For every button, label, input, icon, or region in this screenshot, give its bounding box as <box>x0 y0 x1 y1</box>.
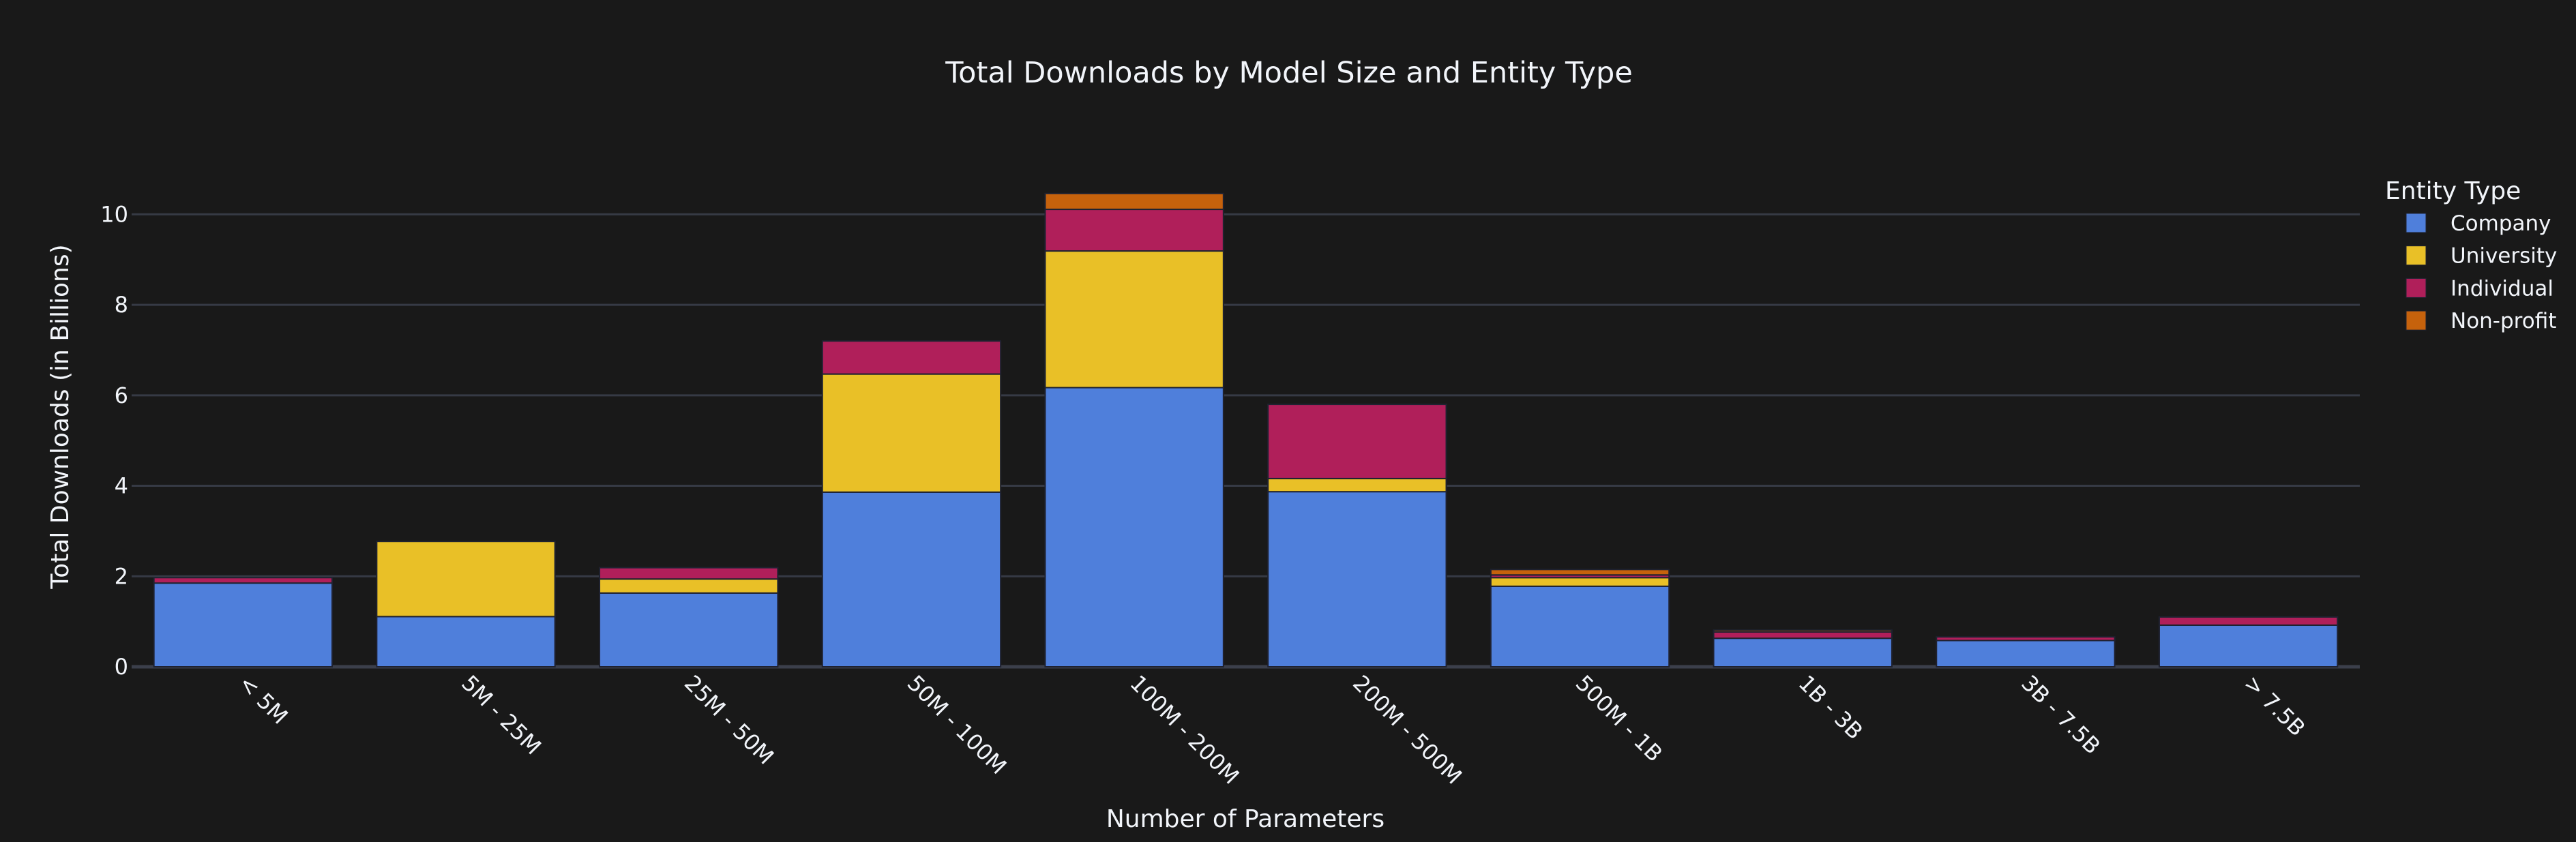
x-axis-ticks: < 5M 5M - 25M 25M - 50M 50M - 100M 100M - 20… <box>234 670 2311 790</box>
bar-segment-university[interactable] <box>1490 577 1670 587</box>
x-tick-label: > 7.5B <box>2239 670 2311 742</box>
y-tick-label: 6 <box>115 382 128 408</box>
legend-items: Company University Individual Non-profit <box>2405 211 2557 333</box>
bar-stack[interactable] <box>1713 629 1893 668</box>
bar-segment-individual[interactable] <box>1936 636 2116 642</box>
bar-segment-university[interactable] <box>599 578 779 594</box>
bar-stack[interactable] <box>1490 569 1670 668</box>
bar-stack[interactable] <box>1044 192 1224 667</box>
x-tick-label: 3B - 7.5B <box>2016 670 2105 760</box>
legend-swatch-icon <box>2405 245 2427 266</box>
bar-segment-university[interactable] <box>376 541 556 618</box>
legend-item[interactable]: Company <box>2405 211 2551 236</box>
bar-segment-university[interactable] <box>821 373 1002 493</box>
y-axis-title: Total Downloads (in Billions) <box>46 244 74 589</box>
x-tick-label: < 5M <box>234 670 293 730</box>
y-tick-label: 8 <box>115 292 128 318</box>
bar-stack[interactable] <box>821 340 1002 667</box>
bar-segment-non-profit[interactable] <box>1713 629 1893 633</box>
chart-title: Total Downloads by Model Size and Entity… <box>945 56 1633 90</box>
bar-segment-company[interactable] <box>153 582 334 668</box>
legend-label: University <box>2451 244 2557 269</box>
bar-stack[interactable] <box>599 567 779 667</box>
y-tick-label: 4 <box>115 473 128 499</box>
bar-segment-individual[interactable] <box>599 567 779 580</box>
x-tick-label: 100M - 200M <box>1125 670 1244 790</box>
bar-segment-individual[interactable] <box>153 577 334 584</box>
bar-segment-individual[interactable] <box>821 340 1002 375</box>
bar-segment-company[interactable] <box>1936 640 2116 668</box>
bar-segment-individual[interactable] <box>2158 616 2339 626</box>
bar-segment-university[interactable] <box>1267 477 1447 493</box>
y-tick-label: 10 <box>100 201 128 227</box>
bar-segment-university[interactable] <box>1044 250 1224 389</box>
bar-stack[interactable] <box>376 541 556 667</box>
bar-segment-company[interactable] <box>376 616 556 667</box>
y-tick-label: 0 <box>115 654 128 680</box>
x-tick-label: 500M - 1B <box>1571 670 1668 767</box>
bar-stack[interactable] <box>153 577 334 668</box>
x-tick-label: 25M - 50M <box>679 670 779 770</box>
bar-segment-individual[interactable] <box>1267 404 1447 479</box>
x-tick-label: 200M - 500M <box>1348 670 1467 790</box>
bar-segment-company[interactable] <box>1267 491 1447 667</box>
bar-segment-non-profit[interactable] <box>1490 569 1670 576</box>
y-axis-ticks: 0 2 4 6 8 10 <box>100 201 128 680</box>
legend: Entity Type Company University Individual N… <box>2385 177 2557 333</box>
legend-item[interactable]: Non-profit <box>2405 309 2556 333</box>
legend-label: Non-profit <box>2451 309 2556 333</box>
bar-segment-non-profit[interactable] <box>1044 192 1224 211</box>
bar-stack[interactable] <box>1936 636 2116 668</box>
legend-swatch-icon <box>2405 310 2427 331</box>
bar-segment-company[interactable] <box>1490 585 1670 668</box>
legend-label: Company <box>2451 211 2551 236</box>
bar-segment-company[interactable] <box>821 491 1002 667</box>
bar-segment-company[interactable] <box>1044 387 1224 667</box>
bar-segment-individual[interactable] <box>1044 209 1224 252</box>
bar-segment-company[interactable] <box>1713 637 1893 668</box>
legend-item[interactable]: University <box>2405 244 2557 269</box>
x-tick-label: 50M - 100M <box>902 670 1011 779</box>
bar-stack[interactable] <box>1267 404 1447 667</box>
bar-segment-company[interactable] <box>599 592 779 667</box>
x-axis-title: Number of Parameters <box>1106 805 1385 833</box>
legend-title: Entity Type <box>2385 177 2521 205</box>
legend-swatch-icon <box>2405 277 2427 298</box>
bar-segment-company[interactable] <box>2158 624 2339 667</box>
x-tick-label: 1B - 3B <box>1794 670 1868 745</box>
y-tick-label: 2 <box>115 563 128 589</box>
bar-segment-individual[interactable] <box>1713 631 1893 640</box>
bar-stack[interactable] <box>2158 616 2339 667</box>
x-tick-label: 5M - 25M <box>456 670 546 760</box>
legend-label: Individual <box>2451 276 2553 301</box>
legend-swatch-icon <box>2405 213 2427 233</box>
bars <box>153 192 2339 668</box>
legend-item[interactable]: Individual <box>2405 276 2553 301</box>
